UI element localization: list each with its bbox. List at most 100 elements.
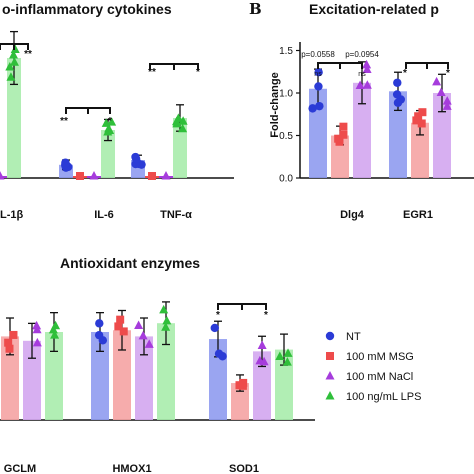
- point-TNF-α-100 ng/mL LPS: [171, 116, 181, 126]
- panel-a-tick-tnfa: TNF-α: [160, 209, 192, 221]
- point-GCLM-100 mM MSG: [5, 344, 14, 353]
- point-GCLM-100 mM NaCl: [32, 320, 42, 330]
- point-HMOX1-100 ng/mL LPS: [159, 304, 169, 314]
- point-HMOX1-NT: [94, 330, 104, 340]
- significance-star-c-0: *: [216, 310, 220, 321]
- panel-c-tick-gclm: GCLM: [4, 463, 36, 474]
- point-L-1β-100 ng/mL LPS: [5, 61, 15, 71]
- bracket-egr1: [405, 62, 449, 69]
- bar-GCLM-100 ng/mL LPS: [45, 332, 63, 420]
- point-L-1β-100 mM NaCl: [0, 171, 5, 180]
- bar-Dlg4-100 mM MSG: [331, 135, 349, 178]
- bar-GCLM-100 mM MSG: [1, 336, 19, 420]
- legend: NT 100 mM MSG 100 mM NaCl 100 ng/mL LPS: [325, 331, 421, 403]
- point-EGR1-NT: [393, 78, 402, 87]
- significance-star-a-3: **: [148, 67, 156, 78]
- y-tick-label: 1.5: [279, 46, 293, 57]
- point-Dlg4-100 mM NaCl: [362, 80, 372, 89]
- bar-EGR1-NT: [389, 91, 407, 178]
- significance-star-a-1: **: [60, 116, 68, 127]
- legend-marker-2: [325, 371, 335, 380]
- point-Dlg4-100 mM MSG: [334, 134, 343, 143]
- point-EGR1-100 mM MSG: [418, 108, 427, 117]
- point-EGR1-100 mM MSG: [414, 112, 423, 121]
- point-SOD1-100 mM MSG: [239, 378, 248, 387]
- significance-star-a-4: *: [196, 67, 200, 78]
- point-EGR1-100 mM NaCl: [432, 76, 442, 86]
- panel-a-plot: **** *** *: [0, 30, 200, 180]
- legend-marker-0: [325, 331, 335, 341]
- point-Dlg4-100 mM NaCl: [355, 80, 365, 90]
- point-HMOX1-NT: [95, 319, 104, 328]
- point-HMOX1-100 mM MSG: [114, 322, 123, 331]
- point-TNF-α-100 ng/mL LPS: [178, 123, 188, 133]
- panel-a-tick-il6: IL-6: [94, 209, 114, 221]
- bar-L-1β-100 ng/mL LPS: [7, 58, 21, 178]
- significance-star-b-1: *: [446, 68, 450, 79]
- significance-star-b-0: *: [403, 68, 407, 79]
- point-GCLM-100 mM MSG: [4, 338, 13, 347]
- panel-a-title: o-inflammatory cytokines: [2, 1, 172, 17]
- point-TNF-α-100 mM MSG: [148, 172, 156, 180]
- point-HMOX1-100 mM MSG: [116, 315, 125, 324]
- point-Dlg4-NT: [308, 104, 317, 113]
- point-GCLM-100 ng/mL LPS: [51, 320, 61, 330]
- point-SOD1-100 mM NaCl: [255, 355, 265, 365]
- point-Dlg4-100 mM NaCl: [362, 64, 372, 74]
- bar-TNF-α-100 ng/mL LPS: [173, 118, 187, 178]
- bar-Dlg4-100 mM NaCl: [353, 82, 371, 178]
- point-IL-6-100 ng/mL LPS: [105, 125, 115, 135]
- point-TNF-α-100 ng/mL LPS: [178, 116, 188, 125]
- bar-SOD1-100 ng/mL LPS: [275, 349, 293, 420]
- bracket-sod1: [217, 303, 267, 310]
- point-Dlg4-100 mM NaCl: [362, 59, 372, 69]
- significance-star-a-0: **: [24, 49, 32, 60]
- point-EGR1-NT: [393, 98, 403, 107]
- point-L-1β-100 ng/mL LPS: [6, 72, 16, 81]
- panel-a-tick-l1b: L-1β: [0, 209, 24, 221]
- point-EGR1-100 mM NaCl: [442, 96, 452, 105]
- point-Dlg4-NT: [314, 82, 323, 91]
- legend-label-2: 100 mM NaCl: [346, 371, 413, 383]
- point-EGR1-100 mM NaCl: [436, 87, 446, 96]
- point-HMOX1-100 mM NaCl: [134, 320, 144, 330]
- bar-EGR1-100 mM NaCl: [433, 93, 451, 178]
- bracket-l1b: [0, 43, 29, 50]
- legend-label-3: 100 ng/mL LPS: [346, 391, 421, 403]
- point-SOD1-100 mM NaCl: [257, 340, 267, 350]
- legend-label-0: NT: [346, 331, 361, 343]
- bracket-il6: [65, 107, 111, 114]
- p-value-1: p=0.0954: [345, 50, 379, 59]
- bracket-dlg4: [317, 62, 363, 69]
- point-IL-6-100 mM MSG: [76, 172, 84, 180]
- p-value-0: p=0.0558: [301, 50, 335, 59]
- significance-star-a-2: *: [108, 116, 112, 127]
- legend-marker-3: [325, 391, 335, 400]
- ns-label-0: ns: [314, 71, 322, 78]
- point-L-1β-100 ng/mL LPS: [9, 50, 19, 59]
- ns-label-1: ns: [358, 71, 366, 78]
- panel-b-y-axis-label: Fold-change: [269, 72, 281, 137]
- error-bar-GCLM-100 mM NaCl: [28, 322, 36, 359]
- panel-b-tick-dlg4: Dlg4: [340, 209, 365, 221]
- bracket-tnfa: [149, 63, 199, 70]
- bar-HMOX1-NT: [91, 332, 109, 420]
- panel-c-title: Antioxidant enzymes: [60, 255, 200, 271]
- panel-b-plot: 0.0 0.5 1.0 1.5 p=0.0558 p=0.0954 ns ns * *: [279, 46, 452, 185]
- point-EGR1-100 mM MSG: [417, 119, 426, 128]
- point-SOD1-100 ng/mL LPS: [283, 348, 293, 357]
- point-L-1β-100 ng/mL LPS: [10, 44, 20, 54]
- point-Dlg4-NT: [315, 101, 324, 111]
- point-GCLM-100 ng/mL LPS: [50, 330, 60, 339]
- panel-c-tick-sod1: SOD1: [229, 463, 259, 474]
- bar-HMOX1-100 ng/mL LPS: [157, 323, 175, 420]
- bar-L-1β-100 mM NaCl: [0, 176, 7, 178]
- point-EGR1-NT: [392, 90, 402, 99]
- legend-label-1: 100 mM MSG: [346, 351, 414, 363]
- point-GCLM-100 mM MSG: [9, 330, 18, 339]
- point-HMOX1-100 mM NaCl: [138, 330, 148, 340]
- point-L-1β-100 ng/mL LPS: [9, 57, 19, 66]
- panel-c-tick-hmox1: HMOX1: [112, 463, 151, 474]
- point-GCLM-100 mM NaCl: [32, 337, 42, 347]
